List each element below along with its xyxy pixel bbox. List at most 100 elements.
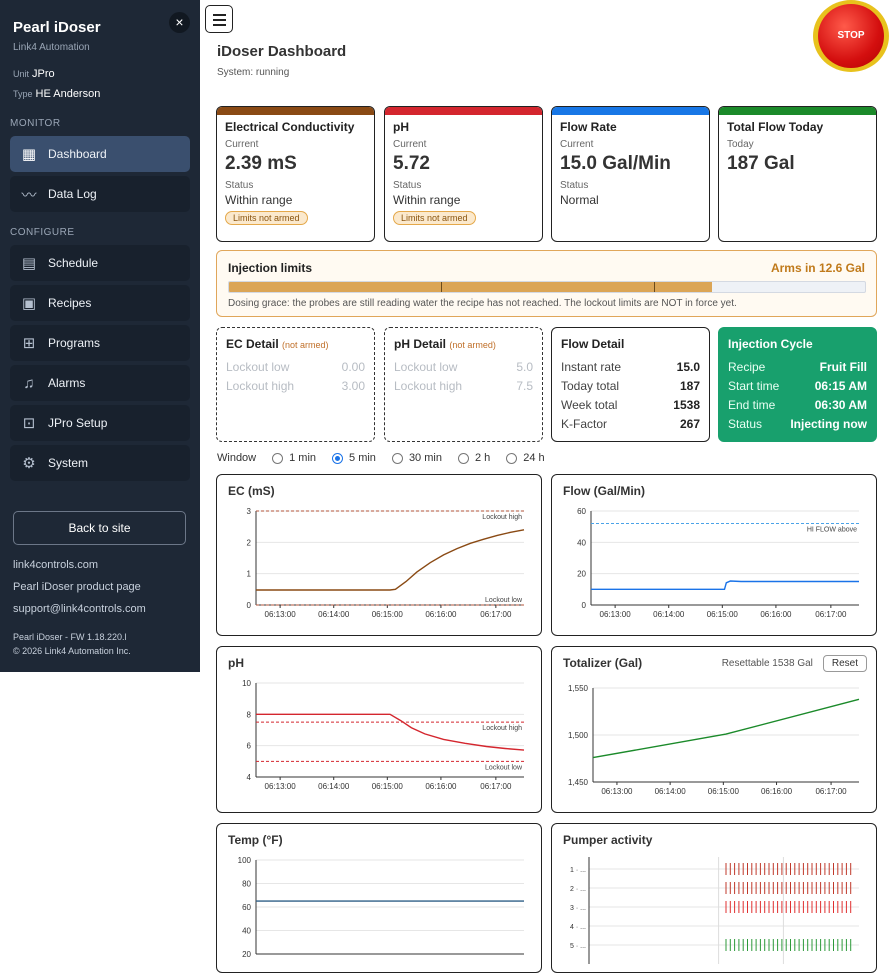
card-status-label: Status (560, 180, 589, 191)
limits-progress-bar (228, 281, 866, 293)
x-tick-label: 06:15:00 (372, 782, 404, 791)
nav-schedule[interactable]: ▤ Schedule (10, 245, 190, 281)
window-option-2h[interactable]: 2 h (457, 452, 490, 464)
ph-chart: 4 6 8 10 06:13:00 06:14:00 06:15:00 06:16:00 06:… (242, 679, 525, 791)
nav-recipes[interactable]: ▣ Recipes (10, 285, 190, 321)
stop-label: STOP (818, 4, 884, 68)
nav-jpro-setup[interactable]: ⊡ JPro Setup (10, 405, 190, 441)
reset-button[interactable]: Reset (822, 655, 867, 672)
app-title: Pearl iDoser (13, 19, 101, 36)
copyright: © 2026 Link4 Automation Inc. (13, 646, 131, 656)
card-title: Electrical Conductivity (225, 120, 355, 134)
nav-dashboard[interactable]: ▦ Dashboard (10, 136, 190, 172)
resettable-total: Resettable 1538 Gal (721, 658, 813, 669)
nav-data-log[interactable]: 〰 Data Log (10, 176, 190, 212)
ec-chart: 0 1 2 3 06:13:00 06:14:00 06:15:00 06:16:00 06:1… (247, 507, 525, 619)
window-option-30min[interactable]: 30 min (391, 452, 442, 464)
y-tick-label: 1 (247, 570, 252, 579)
injection-limits-panel: Injection limits Arms in 12.6 Gal Dosing… (216, 250, 877, 317)
x-tick-label: 06:13:00 (601, 787, 633, 796)
detail-row: End time 06:30 AM (728, 398, 867, 412)
x-tick-label: 06:13:00 (265, 782, 297, 791)
card-value: 2.39 mS (225, 153, 297, 174)
x-tick-label: 06:15:00 (372, 610, 404, 619)
y-tick-label: 80 (242, 880, 251, 889)
detail-row: Lockout low 0.00 (226, 360, 365, 374)
window-option-1min[interactable]: 1 min (272, 452, 316, 464)
window-label: Window (217, 452, 257, 464)
y-tick-label: 1,450 (568, 778, 589, 787)
injection-cycle-title: Injection Cycle (728, 337, 813, 351)
recipe-icon: ▣ (21, 295, 37, 312)
x-tick-label: 06:14:00 (318, 782, 350, 791)
limits-note: Dosing grace: the probes are still readi… (228, 298, 737, 309)
detail-row: Start time 06:15 AM (728, 379, 867, 393)
nav-alarms[interactable]: ♫ Alarms (10, 365, 190, 401)
card-title: Total Flow Today (727, 120, 824, 134)
menu-button[interactable] (205, 5, 233, 33)
card-status: Within range (393, 193, 461, 207)
detail-row: K-Factor 267 (561, 417, 700, 431)
ph-detail-card: pH Detail (not armed) Lockout low 5.0 Loc… (384, 327, 543, 442)
link-support-email[interactable]: support@link4controls.com (13, 603, 146, 615)
card-status: Within range (225, 193, 293, 207)
ph-chart-card: 4 6 8 10 06:13:00 06:14:00 06:15:00 06:16:00 06:… (216, 646, 542, 813)
x-tick-label: 06:14:00 (655, 787, 687, 796)
x-tick-label: 06:17:00 (480, 782, 512, 791)
flow-rate-card: Flow Rate Current 15.0 Gal/Min Status No… (551, 106, 710, 242)
y-tick-label: 100 (238, 856, 252, 865)
progress-marker (654, 282, 655, 292)
back-to-site-button[interactable]: Back to site (13, 511, 186, 545)
detail-row: Week total 1538 (561, 398, 700, 412)
chart-title: Temp (°F) (228, 833, 283, 847)
card-label: Current (393, 139, 427, 150)
total-flow-card: Total Flow Today Today 187 Gal (718, 106, 877, 242)
limits-title: Injection limits (228, 261, 313, 275)
card-value: 187 Gal (727, 153, 795, 174)
nav-programs[interactable]: ⊞ Programs (10, 325, 190, 361)
flow-chart-card: 0 20 40 60 06:13:00 06:14:00 06:15:00 06:16:00 0… (551, 474, 877, 636)
x-tick-label: 06:15:00 (708, 787, 740, 796)
detail-row: Today total 187 (561, 379, 700, 393)
dashboard-icon: ▦ (21, 146, 37, 163)
y-tick-label: 40 (577, 538, 586, 547)
stop-button[interactable]: STOP (813, 0, 889, 72)
card-color-bar (217, 107, 374, 115)
nav-system[interactable]: ⚙ System (10, 445, 190, 481)
y-tick-label: 0 (582, 601, 587, 610)
x-tick-label: 06:16:00 (761, 787, 793, 796)
detail-row: Lockout high 7.5 (394, 379, 533, 393)
x-tick-label: 06:13:00 (265, 610, 297, 619)
reference-label: HI FLOW above (807, 527, 857, 534)
y-tick-label: 20 (242, 950, 251, 959)
sidebar: Pearl iDoser × Link4 Automation Unit JPro… (0, 0, 200, 672)
link-website[interactable]: link4controls.com (13, 559, 98, 571)
card-title: Flow Rate (560, 120, 617, 134)
detail-row: Lockout low 5.0 (394, 360, 533, 374)
series-line (256, 529, 525, 591)
y-tick-label: 40 (242, 927, 251, 936)
firmware-version: Pearl iDoser - FW 1.18.220.l (13, 632, 127, 642)
ph-detail-title: pH Detail (not armed) (394, 337, 496, 351)
y-tick-label: 60 (242, 903, 251, 912)
arms-in-label: Arms in 12.6 Gal (770, 261, 865, 275)
chart-title: Flow (Gal/Min) (563, 484, 645, 498)
card-status-label: Status (393, 180, 422, 191)
card-label: Today (727, 139, 754, 150)
y-tick-label: 20 (577, 570, 586, 579)
reference-label: Lockout high (482, 725, 522, 732)
card-value: 5.72 (393, 153, 430, 174)
close-icon[interactable]: × (169, 12, 190, 33)
type-info: Type HE Anderson (13, 88, 101, 100)
link-product-page[interactable]: Pearl iDoser product page (13, 581, 141, 593)
row-label: 5 · ... (570, 943, 586, 950)
valve-icon: ⊞ (22, 335, 36, 352)
reference-label: Lockout low (485, 764, 523, 771)
detail-row: Lockout high 3.00 (226, 379, 365, 393)
row-label: 2 · ... (570, 886, 586, 893)
x-tick-label: 06:16:00 (760, 610, 792, 619)
y-tick-label: 8 (247, 710, 252, 719)
window-option-24h[interactable]: 24 h (506, 452, 545, 464)
status-badge: Limits not armed (393, 211, 476, 225)
window-option-5min[interactable]: 5 min (332, 452, 376, 464)
